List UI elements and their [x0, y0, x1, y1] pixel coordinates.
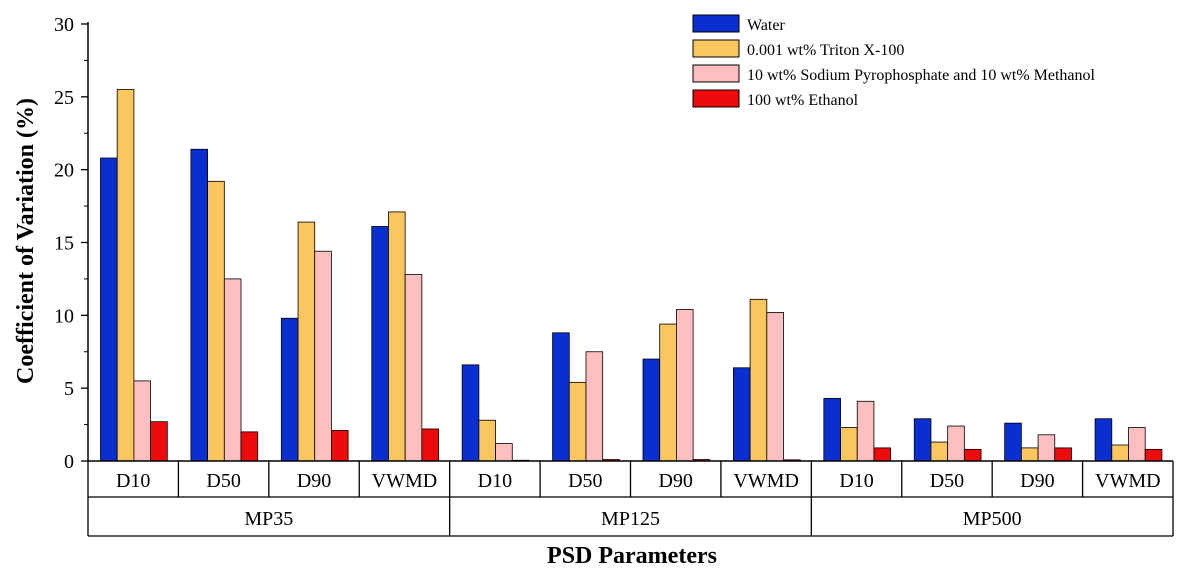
bar	[913, 418, 932, 462]
bar	[856, 400, 875, 462]
bar	[873, 447, 892, 462]
x-group-label: MP35	[244, 508, 293, 530]
bar	[766, 312, 784, 462]
bar	[1020, 447, 1039, 462]
y-axis-title: Coefficient of Variation (%)	[13, 98, 39, 384]
bar	[642, 358, 661, 462]
legend-label-ethanol: 100 wt% Ethanol	[747, 92, 859, 109]
bar	[190, 148, 209, 462]
bar	[150, 421, 168, 462]
x-category-label: VWMD	[1095, 470, 1161, 492]
bar	[207, 180, 225, 462]
bar	[116, 89, 135, 462]
x-category-label: D50	[206, 470, 240, 492]
bar	[676, 309, 694, 462]
bar	[947, 425, 965, 462]
x-category-label: D90	[658, 470, 692, 492]
bar	[823, 397, 841, 462]
bar	[314, 250, 332, 462]
x-category-label: D10	[116, 470, 150, 492]
x-group-label: MP500	[963, 508, 1022, 530]
x-axis-title: PSD Parameters	[547, 543, 717, 569]
bar	[240, 431, 259, 462]
bar	[297, 221, 316, 462]
bar	[1094, 418, 1113, 462]
y-tick-label: 30	[54, 14, 74, 36]
legend-swatch-water	[692, 14, 740, 33]
bar	[371, 226, 389, 462]
bar	[1054, 447, 1072, 462]
legend-label-triton: 0.001 wt% Triton X-100	[747, 42, 904, 59]
x-category-label: D50	[930, 470, 964, 492]
bar	[749, 298, 768, 462]
bar	[133, 380, 151, 462]
bar	[280, 317, 299, 462]
legend-swatch-triton	[692, 39, 740, 58]
bar	[733, 367, 751, 462]
bar	[659, 323, 677, 462]
legend-label-water: Water	[747, 17, 785, 34]
x-category-label: D90	[1020, 470, 1054, 492]
bar	[1004, 422, 1022, 462]
bar	[1128, 427, 1146, 462]
x-category-label: D50	[568, 470, 602, 492]
bar	[585, 351, 604, 462]
bar	[495, 443, 513, 462]
bar	[930, 441, 949, 462]
x-category-label: VWMD	[733, 470, 799, 492]
bar	[404, 274, 423, 462]
y-tick-label: 20	[54, 160, 74, 182]
bar	[331, 430, 349, 462]
bar	[223, 278, 242, 462]
y-tick-label: 10	[54, 305, 74, 327]
bar	[388, 211, 406, 462]
x-category-label: VWMD	[372, 470, 438, 492]
legend: Water 0.001 wt% Triton X-100 10 wt% Sodi…	[692, 14, 1096, 109]
bar	[1037, 434, 1056, 462]
bar	[478, 419, 496, 462]
bar	[1111, 444, 1129, 462]
x-category-label: D10	[839, 470, 873, 492]
y-tick-label: 25	[54, 87, 74, 109]
legend-swatch-pyrophosphate	[692, 64, 740, 83]
bar	[461, 364, 480, 462]
y-tick-label: 5	[64, 378, 74, 400]
bar	[552, 332, 570, 462]
x-group-label: MP125	[601, 508, 660, 530]
bar	[421, 428, 439, 462]
x-category-label: D90	[297, 470, 331, 492]
bar	[1144, 448, 1163, 462]
legend-label-pyrophosphate: 10 wt% Sodium Pyrophosphate and 10 wt% M…	[747, 67, 1096, 84]
legend-swatch-ethanol	[692, 89, 740, 108]
y-tick-label: 0	[64, 451, 74, 473]
y-tick-label: 15	[54, 233, 74, 255]
bar	[100, 157, 118, 462]
bar	[963, 448, 982, 462]
bar	[568, 381, 587, 462]
x-category-label: D10	[478, 470, 512, 492]
bar	[840, 427, 858, 462]
